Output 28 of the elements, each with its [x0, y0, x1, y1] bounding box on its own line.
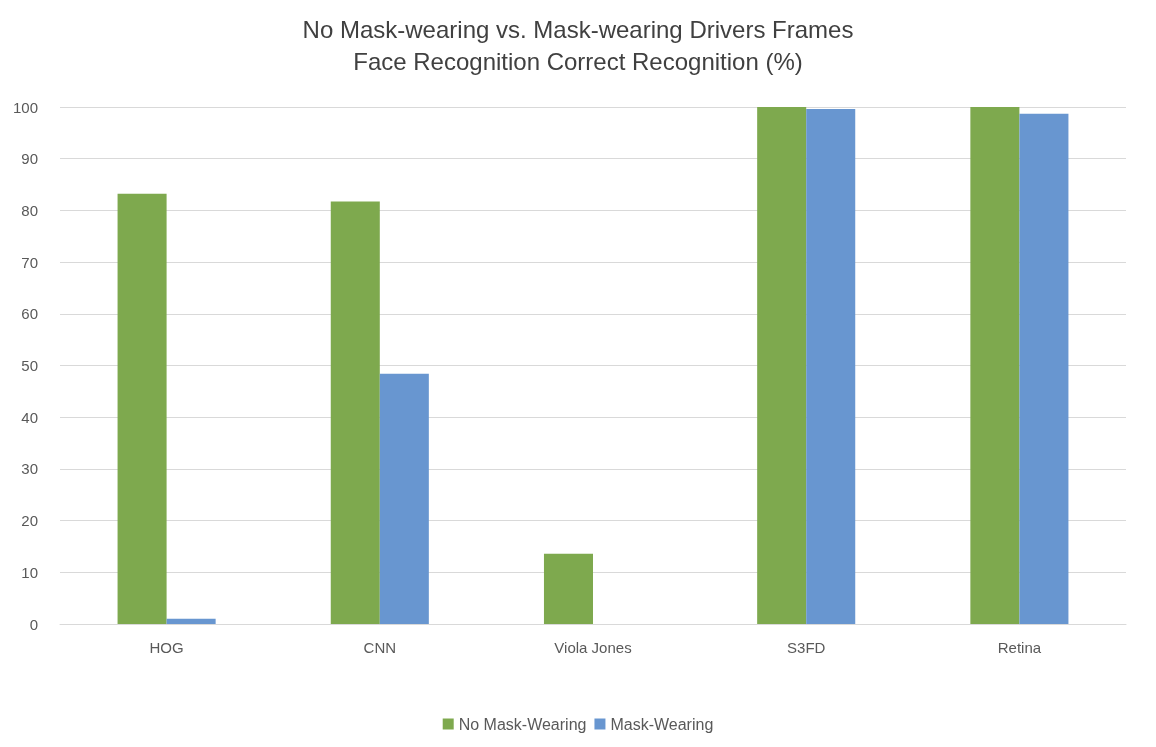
legend-label: Mask-Wearing [610, 715, 714, 733]
x-tick-label: Retina [997, 639, 1042, 656]
y-tick-label: 10 [21, 563, 38, 581]
y-tick-label: 60 [21, 305, 38, 323]
chart-title: No Mask-wearing vs. Mask-wearing Drivers Frames Face Recognition Correct Recognition (%) [302, 15, 854, 75]
y-tick-label: 40 [21, 408, 38, 426]
bar [970, 107, 1020, 624]
bar [543, 553, 593, 624]
bar [379, 373, 429, 624]
y-tick-label: 30 [21, 460, 38, 478]
bar [117, 193, 167, 624]
y-tick-label: 50 [21, 357, 38, 374]
x-tick-label: HOG [149, 639, 184, 656]
bar [806, 109, 856, 624]
bar [757, 107, 807, 624]
x-tick-label: S3FD [787, 639, 826, 656]
y-tick-label: 20 [21, 512, 38, 530]
y-tick-label: 90 [21, 150, 38, 168]
bar [1019, 113, 1069, 624]
y-tick-label: 100 [12, 98, 38, 116]
y-tick-label: 70 [21, 253, 38, 271]
legend-label: No Mask-Wearing [458, 715, 587, 733]
y-tick-label: 80 [21, 201, 38, 219]
x-tick-label: Viola Jones [554, 639, 632, 656]
x-tick-label: CNN [363, 639, 397, 656]
bar [330, 201, 380, 624]
y-tick-label: 0 [29, 615, 38, 633]
bar [166, 618, 216, 624]
